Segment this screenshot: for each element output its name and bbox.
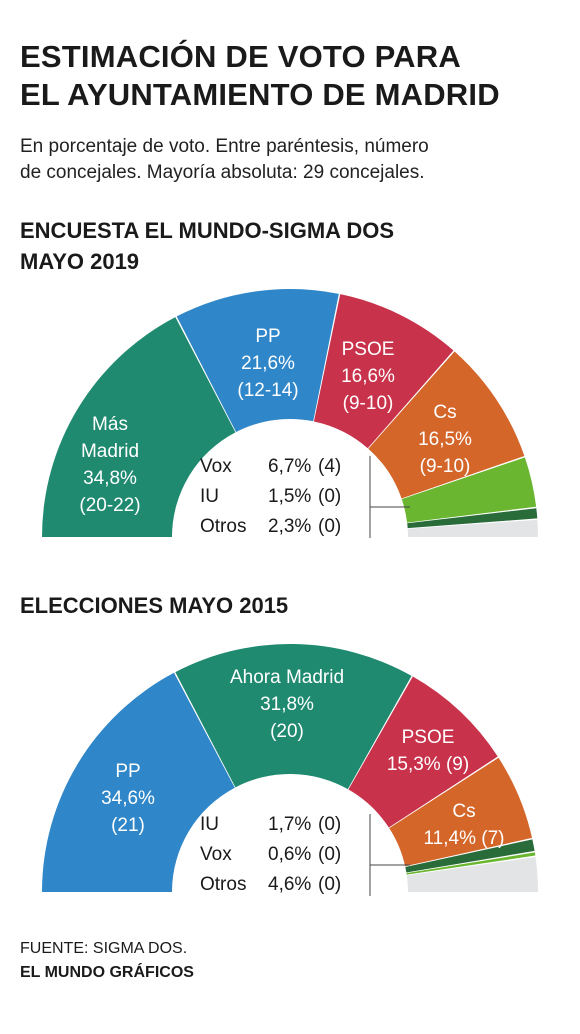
page-subtitle-line-2: de concejales. Mayoría absoluta: 29 conc… (20, 162, 425, 183)
chart-2015-slice-cs (389, 757, 533, 867)
chart-2015-minor-pct-otros: 4,6% (268, 874, 311, 895)
page-title-line-1: ESTIMACIÓN DE VOTO PARA (20, 39, 461, 74)
chart-2019-slice-cs (368, 351, 525, 499)
chart-2019-minor-seats-otros: (0) (318, 516, 341, 537)
chart-2019-slice-pp (176, 289, 339, 433)
chart-2015-label-pp: PP 34,6% (21) (101, 761, 155, 836)
chart-2019-title-line-1: ENCUESTA EL MUNDO-SIGMA DOS (20, 218, 395, 243)
credit-note: EL MUNDO GRÁFICOS (20, 964, 194, 981)
chart-2019-label-cs: Cs 16,5% (9-10) (418, 402, 472, 477)
chart-2015-slice-iu (405, 839, 535, 873)
chart-2015-minor-name-iu: IU (200, 814, 219, 835)
chart-2019-label-mas-madrid: Más Madrid 34,8% (20-22) (79, 414, 140, 516)
chart-2019-title: ENCUESTA EL MUNDO-SIGMA DOS MAYO 2019 (20, 215, 470, 277)
chart-2015-label-cs: Cs 11,4% (7) (424, 801, 505, 849)
chart-2015-label-psoe: PSOE 15,3% (9) (387, 727, 469, 775)
chart-2015-minor-pct-iu: 1,7% (268, 814, 311, 835)
chart-2015-slice-psoe (348, 676, 498, 828)
page-title: ESTIMACIÓN DE VOTO PARA EL AYUNTAMIENTO … (20, 38, 560, 114)
chart-2019-minor-name-vox: Vox (200, 456, 232, 477)
chart-2019-slice-otros (407, 519, 538, 537)
chart-2015: PP 34,6% (21) Ahora Madrid 31,8% (20) PSOE 15,3… (42, 644, 538, 896)
chart-2019-minor-pct-iu: 1,5% (268, 486, 311, 507)
chart-2015-label-ahora-madrid: Ahora Madrid 31,8% (20) (230, 667, 344, 742)
chart-2019-minor-name-iu: IU (200, 486, 219, 507)
chart-2015-slice-ahora-madrid (175, 644, 412, 790)
chart-2019-slice-vox (401, 457, 537, 523)
chart-2019-title-line-2: MAYO 2019 (20, 249, 140, 274)
chart-2019-slice-psoe (313, 294, 454, 449)
chart-2015-minor-name-vox: Vox (200, 844, 232, 865)
chart-2015-minor-pct-vox: 0,6% (268, 844, 311, 865)
chart-2015-slice-vox (406, 852, 536, 875)
chart-2019-minor-pct-vox: 6,7% (268, 456, 311, 477)
chart-2019: Más Madrid 34,8% (20-22) PP 21,6% (12-14) PSOE 1… (42, 289, 538, 538)
chart-2015-slice-pp (42, 672, 235, 892)
source-note: FUENTE: SIGMA DOS. (20, 940, 188, 957)
chart-2019-minor-name-otros: Otros (200, 516, 246, 537)
chart-2015-minor-seats-vox: (0) (318, 844, 341, 865)
chart-2015-title-line-1: ELECCIONES MAYO 2015 (20, 593, 289, 618)
chart-2019-slice-mas-madrid (42, 317, 236, 537)
chart-2019-minor-seats-iu: (0) (318, 486, 341, 507)
chart-2019-minor-seats-vox: (4) (318, 456, 341, 477)
chart-2019-label-psoe: PSOE 16,6% (9-10) (341, 339, 395, 414)
page-title-line-2: EL AYUNTAMIENTO DE MADRID (20, 77, 500, 112)
page-subtitle: En porcentaje de voto. Entre paréntesis,… (20, 134, 560, 186)
chart-2019-minor-pct-otros: 2,3% (268, 516, 311, 537)
chart-2015-minor-seats-otros: (0) (318, 874, 341, 895)
chart-2019-slice-iu (407, 508, 538, 529)
chart-2015-minor-name-otros: Otros (200, 874, 246, 895)
chart-2015-minor-seats-iu: (0) (318, 814, 341, 835)
chart-2019-label-pp: PP 21,6% (12-14) (237, 326, 298, 401)
chart-2015-title: ELECCIONES MAYO 2015 (20, 590, 470, 621)
page-subtitle-line-1: En porcentaje de voto. Entre paréntesis,… (20, 136, 429, 157)
chart-2015-slice-otros (406, 857, 538, 892)
